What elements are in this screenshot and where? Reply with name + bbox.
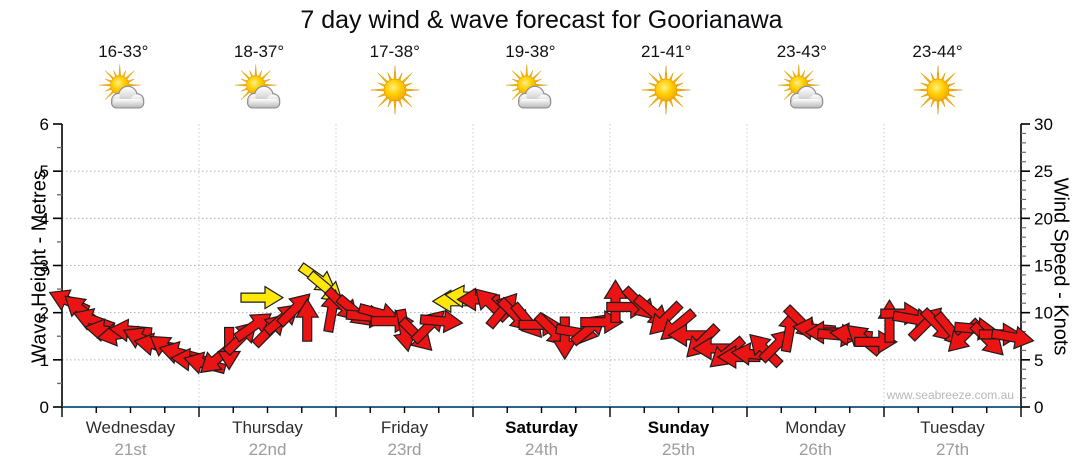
weather-icon-sun-behind-cloud: [233, 64, 285, 116]
wind-arrow: [990, 325, 1035, 350]
wind-arrow: [419, 309, 464, 334]
temp-range-monday: 23-43°: [776, 42, 827, 61]
day-label-sunday: Sunday: [647, 418, 710, 437]
temp-range-wednesday: 16-33°: [98, 42, 149, 61]
right-axis-tick-label: 25: [1034, 162, 1053, 181]
wind-arrow: [603, 279, 628, 323]
right-axis-tick-label: 5: [1034, 351, 1043, 370]
watermark-link: www.seabreeze.com.au: [886, 388, 1014, 402]
weather-icon-sun: [640, 64, 692, 116]
day-label-friday: Friday: [380, 418, 429, 437]
temp-range-tuesday: 23-44°: [912, 42, 963, 61]
left-axis-tick-label: 4: [40, 209, 49, 228]
date-label-25th: 25th: [661, 440, 696, 459]
right-axis-tick-label: 10: [1034, 304, 1053, 323]
wind-arrow: [233, 313, 272, 343]
temp-range-friday: 17-38°: [369, 42, 420, 61]
left-axis-tick-label: 5: [40, 162, 49, 181]
wind-arrow: [295, 298, 320, 342]
left-axis-title: Wave Height - Metres: [28, 170, 51, 363]
day-label-saturday: Saturday: [505, 418, 578, 437]
weather-icon-sun-behind-cloud: [97, 64, 149, 116]
day-label-wednesday: Wednesday: [85, 418, 176, 437]
right-axis-tick-label: 30: [1034, 115, 1053, 134]
right-axis-tick-label: 15: [1034, 257, 1053, 276]
wind-arrow: [240, 285, 285, 310]
right-axis-tick-label: 20: [1034, 209, 1053, 228]
right-axis-tick-label: 0: [1034, 398, 1043, 417]
weather-icon-sun-behind-cloud: [504, 64, 556, 116]
day-label-monday: Monday: [785, 418, 846, 437]
temp-range-thursday: 18-37°: [233, 42, 285, 61]
weather-icon-sun-behind-cloud: [776, 64, 828, 116]
left-axis-tick-label: 2: [40, 304, 49, 323]
date-label-21st: 21st: [114, 440, 147, 459]
date-label-24th: 24th: [524, 440, 559, 459]
date-label-23rd: 23rd: [387, 440, 422, 459]
weather-icon-sun: [912, 64, 964, 116]
left-axis-tick-label: 1: [40, 351, 49, 370]
left-axis-tick-label: 3: [40, 257, 49, 276]
day-label-thursday: Thursday: [232, 418, 303, 437]
day-label-tuesday: Tuesday: [920, 418, 985, 437]
chart-title: 7 day wind & wave forecast for Goorianaw…: [300, 6, 783, 34]
date-label-27th: 27th: [935, 440, 970, 459]
date-label-26th: 26th: [798, 440, 833, 459]
right-axis-title: Wind Speed - Knots: [1049, 177, 1072, 356]
left-axis-tick-label: 0: [40, 398, 49, 417]
wind-arrow: [552, 316, 577, 361]
weather-icon-sun: [369, 64, 421, 116]
left-axis-tick-label: 6: [40, 115, 49, 134]
temp-range-sunday: 21-41°: [641, 42, 692, 61]
temp-range-saturday: 19-38°: [505, 42, 556, 61]
date-label-22nd: 22nd: [248, 440, 287, 459]
